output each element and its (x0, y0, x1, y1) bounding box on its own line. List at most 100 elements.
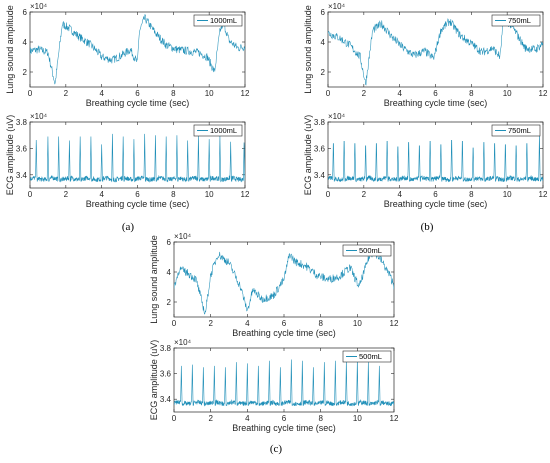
x-tick-label: 8 (318, 414, 323, 423)
exponent-label: ×10⁴ (30, 112, 48, 121)
y-tick-label: 3.4 (16, 171, 28, 180)
chart-5: 0 2 4 6 8 10 12 3.4 3.6 3.8×10⁴ Breathing cycle ti… (149, 338, 399, 433)
x-tick-label: 8 (469, 89, 474, 98)
legend-label: 750mL (508, 126, 531, 135)
y-tick-label: 4 (321, 38, 326, 47)
legend-box (193, 14, 243, 27)
x-axis-label: Breathing cycle time (sec) (86, 199, 190, 209)
legend: 500mL (342, 350, 392, 363)
x-tick-label: 10 (353, 414, 362, 423)
legend: 750mL (491, 14, 541, 27)
y-tick-label: 6 (167, 238, 172, 247)
y-axis-label: Lung sound amplitude (303, 5, 313, 94)
y-tick-label: 3.6 (16, 144, 28, 153)
x-tick-label: 10 (205, 89, 214, 98)
x-tick-label: 2 (64, 89, 69, 98)
x-tick-label: 6 (135, 190, 140, 199)
x-tick-label: 2 (362, 89, 367, 98)
y-tick-label: 3.6 (314, 144, 326, 153)
legend-box (491, 124, 541, 137)
caption-b: (b) (421, 221, 434, 233)
x-axis-label: Breathing cycle time (sec) (384, 199, 488, 209)
x-tick-label: 4 (99, 190, 104, 199)
x-tick-label: 10 (353, 319, 362, 328)
x-tick-label: 12 (390, 414, 399, 423)
x-tick-label: 0 (28, 190, 33, 199)
chart-3: 0 2 4 6 8 10 12 3.4 3.6 3.8×10⁴ Breathing cycle ti… (303, 112, 548, 209)
x-tick-label: 6 (282, 414, 287, 423)
y-axis-label: Lung sound amplitude (149, 235, 159, 324)
legend-label: 500mL (359, 246, 382, 255)
x-tick-label: 0 (326, 190, 331, 199)
series-line (30, 13, 245, 85)
x-tick-label: 2 (362, 190, 367, 199)
exponent-label: ×10⁴ (174, 338, 192, 347)
x-tick-label: 12 (390, 319, 399, 328)
x-tick-label: 12 (241, 190, 250, 199)
caption-a: (a) (122, 221, 135, 233)
x-tick-label: 0 (326, 89, 331, 98)
y-tick-label: 3.6 (160, 370, 172, 379)
y-axis-label: Lung sound amplitude (5, 5, 15, 94)
legend-label: 750mL (508, 16, 531, 25)
legend-box (342, 350, 392, 363)
x-axis-label: Breathing cycle time (sec) (86, 98, 190, 108)
exponent-label: ×10⁴ (328, 112, 346, 121)
x-tick-label: 10 (205, 190, 214, 199)
legend-box (193, 124, 243, 137)
legend-box (491, 14, 541, 27)
series-line (174, 250, 394, 315)
x-tick-label: 2 (208, 414, 213, 423)
y-tick-label: 2 (23, 68, 28, 77)
chart-1: 0 2 4 6 8 10 12 3.4 3.6 3.8×10⁴ Breathing cycle ti… (5, 112, 250, 209)
x-tick-label: 8 (318, 319, 323, 328)
x-tick-label: 12 (241, 89, 250, 98)
x-tick-label: 4 (397, 190, 402, 199)
y-tick-label: 3.4 (314, 171, 326, 180)
x-tick-label: 10 (503, 89, 512, 98)
x-tick-label: 0 (172, 414, 177, 423)
x-tick-label: 4 (245, 414, 250, 423)
x-tick-label: 6 (433, 89, 438, 98)
y-axis-label: ECG amplitude (uV) (303, 115, 313, 196)
y-tick-label: 3.8 (160, 344, 172, 353)
x-tick-label: 8 (171, 190, 176, 199)
x-tick-label: 4 (245, 319, 250, 328)
x-tick-label: 2 (208, 319, 213, 328)
legend: 1000mL (193, 14, 243, 27)
x-tick-label: 0 (172, 319, 177, 328)
y-tick-label: 3.8 (16, 118, 28, 127)
y-axis-label: ECG amplitude (uV) (5, 115, 15, 196)
legend-box (342, 244, 392, 257)
legend: 750mL (491, 124, 541, 137)
x-axis-label: Breathing cycle time (sec) (232, 328, 336, 338)
x-tick-label: 8 (171, 89, 176, 98)
y-tick-label: 2 (321, 68, 326, 77)
legend-label: 1000mL (210, 16, 237, 25)
x-axis-label: Breathing cycle time (sec) (384, 98, 488, 108)
exponent-label: ×10⁴ (328, 2, 346, 11)
legend-label: 500mL (359, 352, 382, 361)
legend-label: 1000mL (210, 126, 237, 135)
x-tick-label: 12 (539, 89, 548, 98)
x-tick-label: 0 (28, 89, 33, 98)
y-tick-label: 4 (23, 38, 28, 47)
x-tick-label: 10 (503, 190, 512, 199)
exponent-label: ×10⁴ (174, 232, 192, 241)
x-tick-label: 6 (433, 190, 438, 199)
x-tick-label: 8 (469, 190, 474, 199)
y-axis-label: ECG amplitude (uV) (149, 340, 159, 421)
series-line (328, 133, 543, 183)
y-tick-label: 6 (23, 8, 28, 17)
series-line (30, 133, 245, 183)
x-tick-label: 4 (99, 89, 104, 98)
x-axis-label: Breathing cycle time (sec) (232, 423, 336, 433)
x-tick-label: 6 (135, 89, 140, 98)
y-tick-label: 4 (167, 268, 172, 277)
x-tick-label: 12 (539, 190, 548, 199)
x-tick-label: 4 (397, 89, 402, 98)
